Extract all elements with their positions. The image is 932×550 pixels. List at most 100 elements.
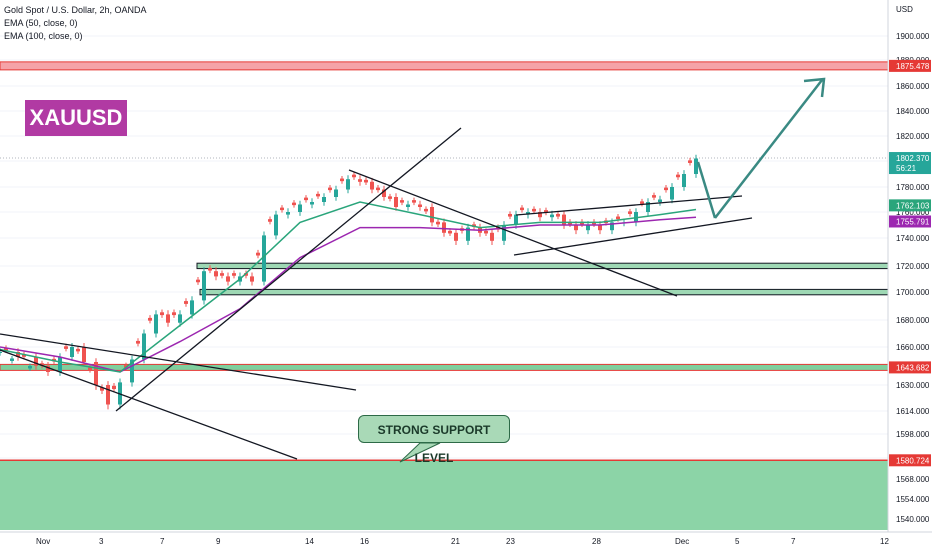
candle-body [376, 187, 380, 191]
price-label-bg [889, 199, 931, 212]
candle-body [466, 227, 470, 241]
price-tick: 1700.000 [896, 288, 930, 297]
candle-body [166, 314, 170, 323]
candle-body [76, 348, 80, 352]
candle-body [148, 317, 152, 321]
candle-body [406, 204, 410, 207]
candle-body [532, 208, 536, 212]
price-label-bg [889, 361, 931, 374]
candle-body [256, 252, 260, 256]
price-tick: 1680.000 [896, 316, 930, 325]
time-tick: 23 [506, 537, 515, 546]
candle-body [394, 197, 398, 207]
candle-body [310, 202, 314, 205]
candle-body [526, 212, 530, 215]
candle-body [184, 301, 188, 304]
candle-body [40, 363, 44, 366]
candle-body [190, 300, 194, 315]
price-label: 1580.724 [896, 456, 930, 465]
currency-label: USD [896, 5, 913, 14]
candle-body [610, 222, 614, 231]
candle-body [340, 178, 344, 182]
legend-symbol[interactable]: Gold Spot / U.S. Dollar, 2h, OANDA [4, 5, 147, 15]
candle-body [64, 346, 68, 349]
candle-body [28, 365, 32, 369]
candle-body [658, 199, 662, 202]
candle-body [364, 179, 368, 183]
candle-body [442, 222, 446, 233]
price-tick: 1820.000 [896, 132, 930, 141]
price-label-bg [889, 215, 931, 228]
time-tick: Nov [36, 537, 50, 546]
candle-body [616, 216, 620, 220]
candle-body [598, 225, 602, 231]
candle-body [88, 367, 92, 371]
candle-body [214, 271, 218, 277]
time-tick: 28 [592, 537, 601, 546]
time-tick: 7 [791, 537, 796, 546]
price-label: 1762.103 [896, 201, 930, 210]
candle-body [400, 200, 404, 203]
candle-body [550, 214, 554, 218]
price-tick: 1860.000 [896, 82, 930, 91]
candle-body [220, 273, 224, 276]
forecast-arrow [714, 79, 823, 219]
candle-body [280, 207, 284, 211]
candle-body [16, 352, 20, 357]
strong-support-zone [0, 460, 888, 530]
candle-body [10, 358, 14, 361]
candle-body [178, 314, 182, 323]
candle-body [628, 211, 632, 214]
zone-1720 [196, 262, 889, 270]
price-label: 1755.791 [896, 217, 930, 226]
candle-body [682, 174, 686, 187]
candle-body [232, 273, 236, 276]
price-label-bg [889, 152, 931, 165]
legend-ema100[interactable]: EMA (100, close, 0) [4, 31, 83, 41]
price-tick: 1660.000 [896, 343, 930, 352]
trendline [513, 217, 753, 256]
time-tick: Dec [675, 537, 689, 546]
candle-body [358, 179, 362, 182]
candle-body [22, 354, 26, 357]
price-label-bg [889, 454, 931, 467]
candle-body [0, 352, 2, 353]
candle-body [646, 202, 650, 212]
candle-body [346, 179, 350, 190]
candle-body [670, 187, 674, 200]
time-tick: 5 [735, 537, 740, 546]
candle-body [388, 196, 392, 199]
candle-body [436, 221, 440, 225]
price-tick: 1540.000 [896, 515, 930, 524]
trendline [0, 333, 357, 391]
candle-body [244, 273, 248, 276]
time-tick: 12 [880, 537, 889, 546]
legend-ema50[interactable]: EMA (50, close, 0) [4, 18, 78, 28]
candle-body [112, 385, 116, 390]
candle-body [382, 189, 386, 197]
arrow-head [803, 77, 826, 98]
candle-body [574, 225, 578, 231]
time-tick: 9 [216, 537, 221, 546]
candle-body [652, 195, 656, 198]
price-label: 1875.478 [896, 62, 930, 71]
candle-body [208, 267, 212, 271]
time-tick: 16 [360, 537, 369, 546]
candle-body [676, 174, 680, 178]
time-axis-bg [0, 532, 932, 550]
candle-body [448, 230, 452, 234]
zone-1700 [199, 288, 889, 296]
price-tick: 1630.000 [896, 381, 930, 390]
ticker-badge: XAUUSD [25, 100, 127, 136]
price-tick: 1598.000 [896, 430, 930, 439]
candle-body [292, 202, 296, 206]
trendline [0, 349, 298, 460]
price-tick: 1840.000 [896, 107, 930, 116]
candle-body [334, 189, 338, 197]
candle-body [454, 232, 458, 241]
candle-body [412, 200, 416, 203]
candle-body [514, 214, 518, 225]
candle-body [688, 160, 692, 163]
candle-body [316, 193, 320, 197]
